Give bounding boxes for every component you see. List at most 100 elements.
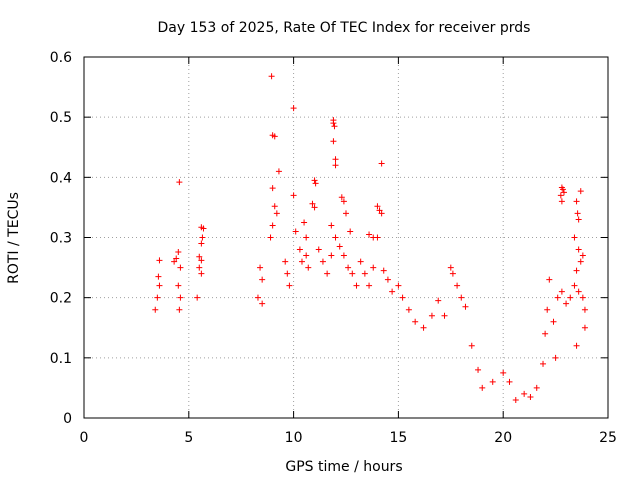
chart-title: Day 153 of 2025, Rate Of TEC Index for r…	[158, 20, 531, 36]
data-point	[571, 282, 578, 289]
data-point	[257, 264, 264, 271]
data-point	[412, 318, 419, 325]
data-point	[176, 306, 183, 313]
data-point	[154, 294, 161, 301]
plot-frame	[83, 56, 609, 419]
data-point	[273, 210, 280, 217]
data-point	[376, 207, 383, 214]
data-point	[552, 354, 559, 361]
data-point	[500, 369, 507, 376]
data-point	[380, 267, 387, 274]
data-point	[309, 200, 316, 207]
data-point	[575, 246, 582, 253]
data-point	[303, 252, 310, 259]
data-point	[546, 276, 553, 283]
data-point	[312, 180, 319, 187]
y-tick-label: 0	[63, 411, 72, 427]
data-point	[198, 270, 205, 277]
data-point	[366, 231, 373, 238]
data-point	[435, 297, 442, 304]
data-point	[290, 192, 297, 199]
data-point	[378, 210, 385, 217]
data-point	[550, 318, 557, 325]
data-point	[395, 282, 402, 289]
data-point	[557, 192, 564, 199]
x-tick-label: 15	[389, 430, 407, 446]
data-point	[374, 234, 381, 241]
data-point	[349, 270, 356, 277]
y-tick-label: 0.5	[50, 110, 72, 126]
data-point	[259, 300, 266, 307]
data-point	[269, 185, 276, 192]
grid-lines	[84, 57, 608, 418]
axis-ticks: 0 5 10 15 20 25 0 0.1 0.2 0.3 0.4 0.5 0.6	[50, 50, 617, 446]
data-point	[200, 225, 207, 232]
data-point	[332, 234, 339, 241]
data-point	[366, 282, 373, 289]
data-point	[575, 216, 582, 223]
y-tick-label: 0.3	[50, 231, 72, 247]
data-point	[573, 198, 580, 205]
data-point	[558, 198, 565, 205]
data-point	[194, 294, 201, 301]
data-point	[311, 177, 318, 184]
data-point	[319, 258, 326, 265]
data-point	[292, 228, 299, 235]
data-point	[254, 294, 261, 301]
data-point	[290, 105, 297, 112]
data-point	[458, 294, 465, 301]
data-point	[533, 384, 540, 391]
data-point	[370, 264, 377, 271]
data-point	[268, 73, 275, 80]
data-point	[475, 366, 482, 373]
data-point	[345, 264, 352, 271]
data-point	[284, 270, 291, 277]
data-point	[454, 282, 461, 289]
y-tick-label: 0.2	[50, 291, 72, 307]
data-point	[378, 160, 385, 167]
data-point	[175, 248, 182, 255]
x-tick-label: 5	[184, 430, 193, 446]
data-point	[577, 258, 584, 265]
data-point	[343, 210, 349, 217]
data-point	[332, 162, 339, 169]
data-point	[305, 264, 312, 271]
y-tick-label: 0.1	[50, 351, 72, 367]
data-point	[389, 288, 396, 295]
x-tick-label: 10	[285, 430, 303, 446]
data-point	[271, 203, 278, 210]
data-point	[175, 282, 182, 289]
data-point	[267, 234, 274, 241]
y-tick-label: 0.6	[50, 50, 72, 66]
data-point	[332, 156, 339, 163]
data-point	[196, 253, 203, 260]
data-point	[269, 222, 276, 229]
data-point	[506, 378, 513, 385]
data-point	[447, 264, 454, 271]
data-point	[311, 204, 318, 211]
data-point	[468, 342, 475, 349]
data-point	[405, 306, 412, 313]
data-point	[399, 294, 406, 301]
data-point	[577, 188, 584, 195]
data-point	[449, 270, 456, 277]
data-point	[173, 255, 180, 262]
data-point	[512, 396, 519, 403]
data-point	[331, 123, 338, 130]
data-point	[579, 294, 586, 301]
data-point	[275, 168, 282, 175]
data-point	[540, 360, 547, 367]
data-point	[563, 300, 570, 307]
data-point	[259, 276, 266, 283]
x-tick-label: 25	[599, 430, 617, 446]
data-point	[155, 273, 162, 280]
y-tick-label: 0.4	[50, 170, 72, 186]
data-point	[177, 264, 184, 271]
data-point	[156, 257, 163, 264]
data-point	[581, 306, 588, 313]
data-point	[573, 342, 580, 349]
data-point	[340, 198, 347, 205]
data-point	[328, 222, 335, 229]
data-point	[462, 303, 469, 310]
data-point	[296, 246, 303, 253]
